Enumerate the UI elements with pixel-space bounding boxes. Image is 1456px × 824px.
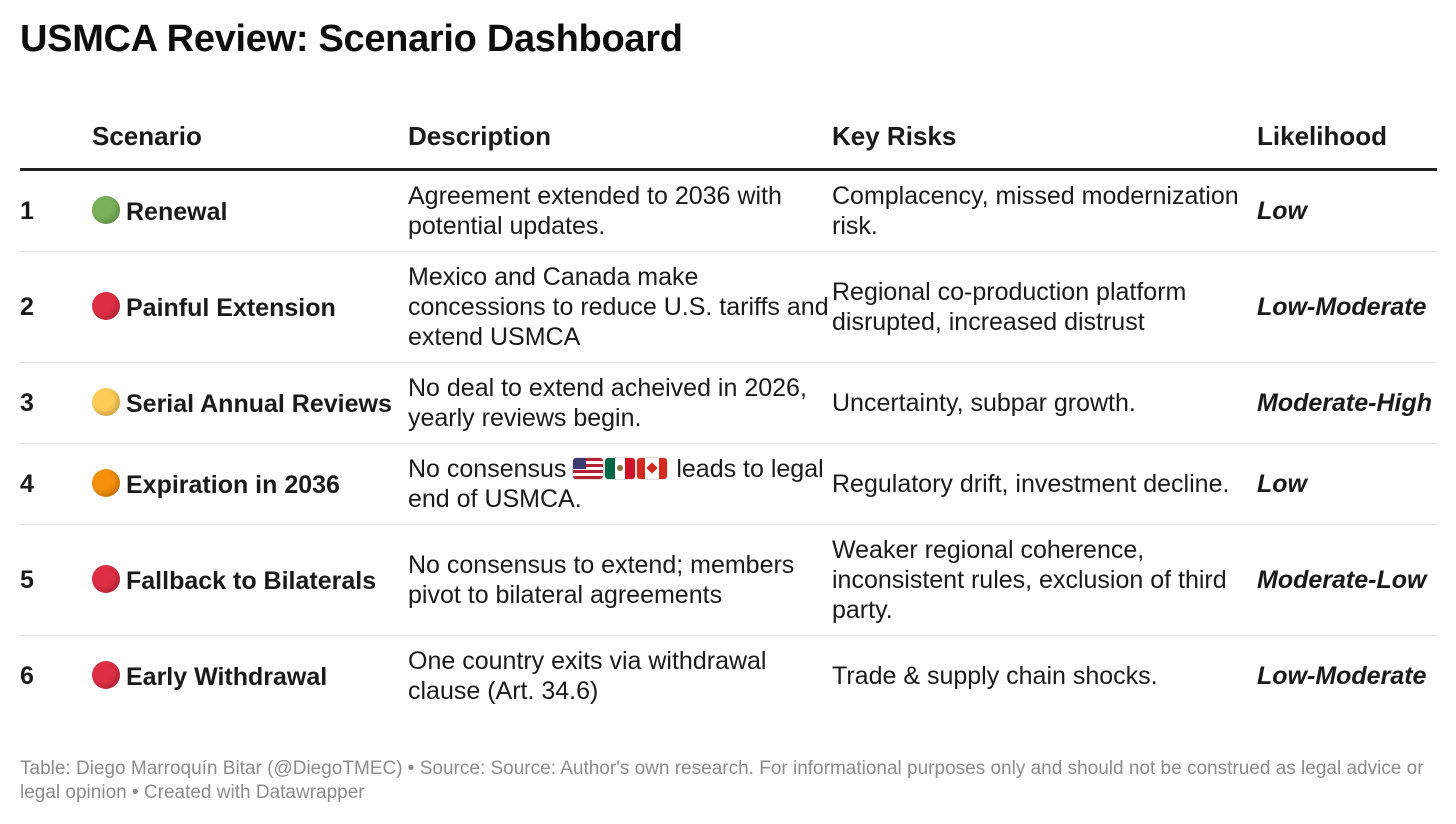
red-circle-icon (92, 291, 120, 320)
scenario-cell: Expiration in 2036 (92, 443, 408, 525)
red-circle-icon (92, 660, 120, 689)
likelihood-cell: Low-Moderate (1257, 662, 1427, 690)
table-row: 2 Painful Extension Mexico and Canada ma… (20, 251, 1437, 363)
table-row: 1 Renewal Agreement extended to 2036 wit… (20, 169, 1437, 252)
scenario-table: Scenario Description Key Risks Likelihoo… (20, 104, 1437, 716)
table-header-row: Scenario Description Key Risks Likelihoo… (20, 104, 1437, 171)
row-number: 3 (20, 362, 92, 444)
description-cell: One country exits via withdrawal clause … (408, 647, 767, 705)
column-header-likelihood: Likelihood (1257, 104, 1437, 171)
description-cell: No deal to extend acheived in 2026, year… (408, 362, 832, 444)
us-flag-icon (573, 458, 604, 479)
description-cell: No consensus to extend; members pivot to… (408, 524, 832, 636)
key-risks-cell: Regional co-production platform disrupte… (832, 251, 1257, 363)
scenario-name: Early Withdrawal (126, 662, 328, 691)
table-row: 3 Serial Annual Reviews No deal to exten… (20, 362, 1437, 444)
orange-circle-icon (92, 468, 120, 497)
scenario-cell: Fallback to Bilaterals (92, 524, 408, 636)
canada-flag-icon (637, 458, 668, 479)
description-cell: No consensus leads to legal end of USMCA… (408, 443, 832, 525)
column-header-description: Description (408, 104, 832, 171)
table-row: 6 Early Withdrawal One country exits via… (20, 636, 1437, 717)
page-title: USMCA Review: Scenario Dashboard (20, 18, 683, 60)
row-number: 2 (20, 251, 92, 363)
description-text-before-flags: No consensus (408, 455, 567, 483)
scenario-name: Renewal (126, 197, 228, 226)
description-text-after-flags: leads to legal end of USMCA. (408, 455, 824, 513)
column-header-key-risks: Key Risks (832, 104, 1257, 171)
source-footer: Table: Diego Marroquín Bitar (@DiegoTMEC… (20, 758, 1424, 803)
table-row: 4 Expiration in 2036 No consensus leads … (20, 443, 1437, 525)
red-circle-icon (92, 564, 120, 593)
table-row: 5 Fallback to Bilaterals No consensus to… (20, 524, 1437, 636)
likelihood-cell: Moderate-High (1257, 362, 1437, 444)
likelihood-cell: Moderate-Low (1257, 524, 1437, 636)
scenario-name: Fallback to Bilaterals (126, 566, 377, 595)
column-header-number (20, 104, 92, 171)
likelihood-cell: Low-Moderate (1257, 251, 1437, 363)
scenario-cell: Early Withdrawal (92, 636, 408, 717)
likelihood-cell: Low (1257, 443, 1437, 525)
column-header-scenario: Scenario (92, 104, 408, 171)
description-cell: Mexico and Canada make concessions to re… (408, 251, 832, 363)
scenario-name: Expiration in 2036 (126, 470, 340, 499)
key-risks-cell: Weaker regional coherence, inconsistent … (832, 524, 1257, 636)
row-number: 1 (20, 169, 92, 252)
key-risks-cell: Uncertainty, subpar growth. (832, 362, 1257, 444)
key-risks-cell: Complacency, missed modernization risk. (832, 169, 1257, 252)
scenario-name: Painful Extension (126, 293, 336, 322)
scenario-name: Serial Annual Reviews (126, 389, 392, 418)
row-number: 5 (20, 524, 92, 636)
row-number: 4 (20, 443, 92, 525)
key-risks-cell: Regulatory drift, investment decline. (832, 443, 1257, 525)
description-cell: Agreement extended to 2036 with potentia… (408, 169, 832, 252)
yellow-circle-icon (92, 387, 120, 416)
likelihood-cell: Low (1257, 169, 1437, 252)
scenario-cell: Serial Annual Reviews (92, 362, 408, 444)
mexico-flag-icon (605, 458, 636, 479)
scenario-cell: Renewal (92, 169, 408, 252)
green-circle-icon (92, 195, 120, 224)
key-risks-cell: Trade & supply chain shocks. (832, 662, 1158, 690)
row-number: 6 (20, 662, 34, 690)
scenario-cell: Painful Extension (92, 251, 408, 363)
